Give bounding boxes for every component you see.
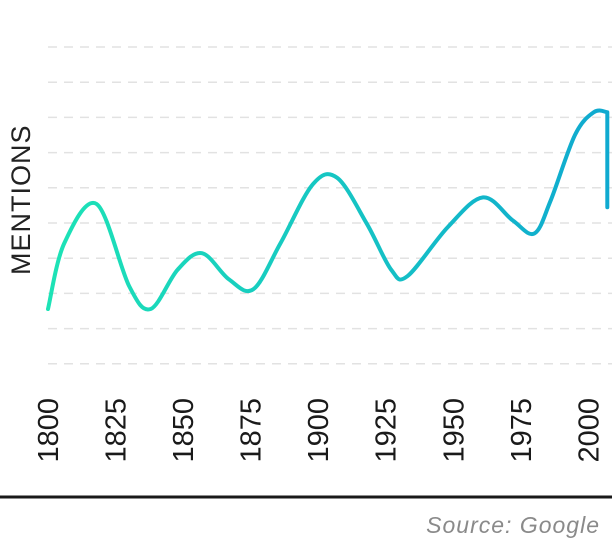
x-tick-label: 1825 xyxy=(101,398,133,463)
series-line xyxy=(46,108,610,312)
x-tick-label: 1950 xyxy=(438,398,470,463)
x-tick-label: 1850 xyxy=(168,398,200,463)
x-tick-label: 1875 xyxy=(236,398,268,463)
x-tick-label: 1900 xyxy=(303,398,335,463)
x-tick-label: 1975 xyxy=(506,398,538,463)
source-note: Source: Google xyxy=(426,512,600,538)
x-tick-label: 2000 xyxy=(573,398,605,463)
y-axis-label: MENTIONS xyxy=(6,124,36,275)
x-tick-label: 1925 xyxy=(371,398,403,463)
x-tick-label: 1800 xyxy=(33,398,65,463)
